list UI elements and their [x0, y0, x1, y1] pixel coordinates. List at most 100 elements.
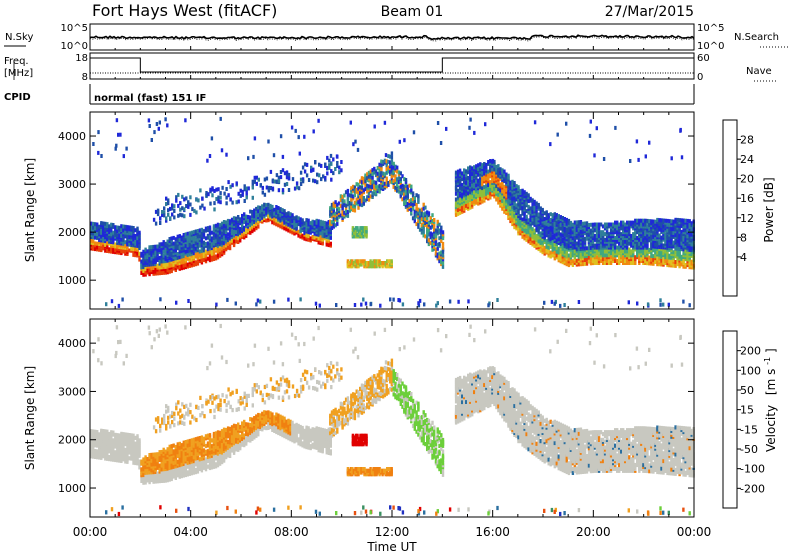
power-cell	[363, 226, 367, 231]
power-cell	[114, 242, 117, 247]
power-cell	[315, 218, 318, 223]
power-cell	[501, 174, 504, 179]
power-cell	[555, 253, 558, 258]
power-cell	[130, 225, 133, 230]
power-cell	[150, 138, 153, 142]
power-cell	[417, 303, 421, 308]
y-tick-label: 3000	[58, 178, 86, 191]
power-cell	[515, 184, 518, 189]
power-cell	[285, 175, 289, 180]
power-cell	[164, 264, 167, 269]
power-cell	[98, 224, 101, 229]
velocity-cell	[120, 431, 123, 436]
power-cell	[373, 191, 376, 196]
power-cell	[171, 212, 174, 217]
power-cell	[255, 181, 258, 186]
power-cell	[411, 216, 415, 221]
power-cell	[243, 225, 246, 230]
power-cell	[658, 239, 661, 244]
power-cell	[311, 219, 314, 224]
power-cell	[259, 183, 262, 188]
power-cell	[394, 178, 397, 183]
power-cell	[559, 249, 562, 254]
power-cell	[599, 230, 603, 235]
power-cell	[535, 234, 538, 238]
power-cell	[152, 248, 155, 253]
power-cell	[329, 241, 332, 246]
power-cell	[529, 216, 532, 220]
power-cell	[195, 197, 198, 202]
power-cell	[521, 234, 524, 239]
power-cell	[208, 225, 212, 230]
power-cell	[628, 247, 631, 252]
power-cell	[545, 221, 548, 226]
power-cell	[367, 170, 371, 175]
power-cell	[553, 301, 556, 306]
power-cell	[545, 210, 548, 215]
power-cell	[309, 236, 312, 241]
power-cell	[200, 231, 204, 236]
power-cell	[197, 198, 200, 203]
power-cell	[241, 189, 244, 194]
power-cell	[618, 255, 621, 260]
power-cell	[117, 132, 120, 137]
power-cell	[225, 187, 228, 191]
power-cell	[667, 302, 670, 307]
power-cell	[196, 238, 200, 243]
power-cell	[620, 232, 623, 237]
power-cell	[603, 237, 607, 242]
power-cell	[461, 192, 464, 197]
power-cell	[110, 299, 114, 304]
power-cell	[164, 117, 167, 122]
power-cell	[186, 241, 189, 246]
power-cell	[192, 247, 196, 252]
power-cell	[356, 147, 360, 152]
power-cell	[541, 207, 544, 212]
velocity-cell	[104, 429, 107, 434]
power-cell	[299, 182, 303, 186]
power-cell	[454, 170, 458, 175]
power-cell	[385, 176, 388, 181]
power-cell	[97, 150, 100, 155]
power-cell	[403, 177, 406, 182]
power-cell	[666, 234, 669, 239]
power-cell	[158, 255, 161, 260]
power-cell	[535, 212, 538, 217]
power-cell	[477, 178, 480, 183]
power-cell	[287, 211, 290, 216]
power-cell	[350, 186, 353, 191]
power-cell	[195, 210, 198, 215]
power-cell	[567, 218, 571, 223]
power-cell	[563, 257, 566, 262]
power-cell	[185, 204, 188, 208]
freq-left-tick-bottom: 8	[82, 72, 88, 83]
power-cell	[629, 159, 632, 163]
power-cell	[187, 299, 190, 303]
power-cell	[125, 146, 128, 151]
velocity-cell	[94, 449, 97, 454]
power-cell	[429, 216, 432, 221]
power-cell	[94, 241, 97, 246]
power-cell	[373, 259, 377, 264]
power-cell	[330, 169, 333, 174]
power-cell	[563, 226, 566, 231]
power-cell	[469, 182, 472, 187]
power-cell	[487, 183, 490, 187]
power-cell	[198, 234, 202, 239]
power-cell	[626, 259, 629, 263]
power-cell	[222, 245, 226, 249]
power-cell	[339, 213, 343, 218]
power-cell	[344, 190, 348, 195]
power-cell	[169, 206, 172, 211]
power-cell	[505, 172, 508, 177]
power-cell	[147, 118, 151, 123]
power-cell	[620, 249, 623, 254]
power-cell	[136, 226, 139, 231]
power-cell	[324, 162, 327, 167]
power-cell	[176, 234, 179, 239]
power-cell	[369, 262, 372, 267]
power-cell	[549, 212, 552, 217]
power-cell	[591, 240, 595, 244]
power-cell	[379, 303, 382, 308]
power-cell	[317, 219, 320, 224]
